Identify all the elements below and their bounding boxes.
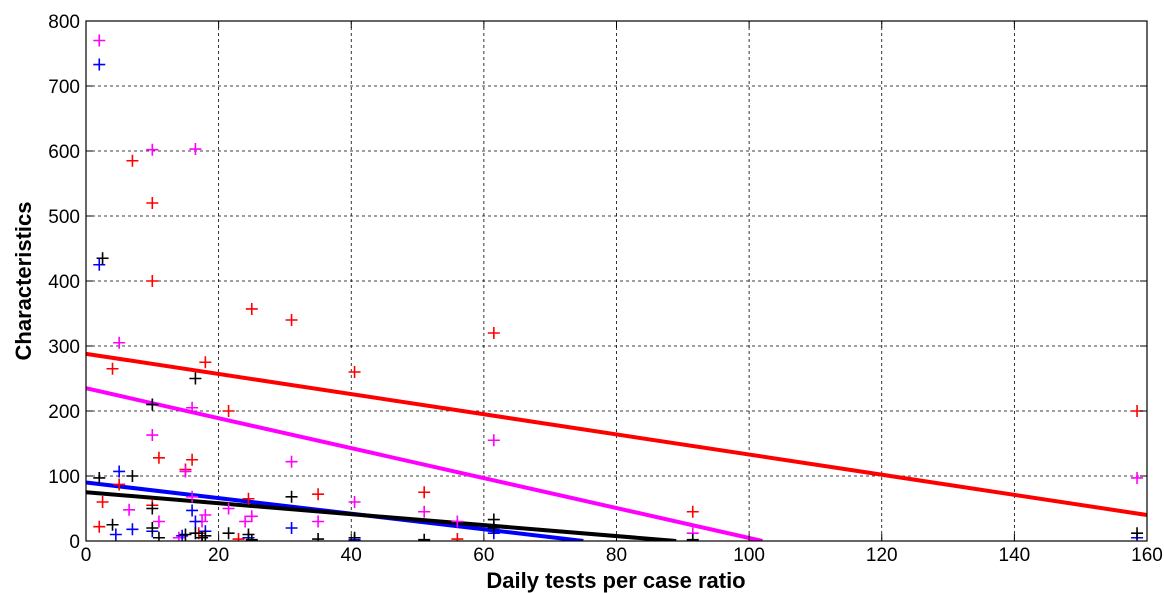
data-point <box>96 252 109 265</box>
data-point <box>285 490 298 503</box>
data-point <box>106 518 119 531</box>
data-point <box>487 434 500 447</box>
x-axis-label: Daily tests per case ratio <box>486 568 745 593</box>
axis-ticks: 0 20 40 60 80 100 120 140 160 0 100 200 300 400 500 600… <box>48 12 1163 566</box>
x-tick-label: 40 <box>341 545 362 566</box>
data-point <box>348 496 361 508</box>
data-point <box>418 533 431 541</box>
data-point <box>487 522 500 534</box>
trend-line <box>86 351 1147 517</box>
data-point <box>152 531 165 541</box>
data-point <box>186 490 199 503</box>
data-point <box>93 471 106 484</box>
y-tick-label: 700 <box>48 77 80 98</box>
data-point <box>239 515 252 528</box>
trend-line <box>86 490 677 541</box>
data-point <box>106 362 119 375</box>
y-tick-label: 800 <box>48 12 80 33</box>
x-tick-label: 100 <box>733 545 765 566</box>
x-tick-label: 60 <box>473 545 494 566</box>
data-point <box>199 509 212 521</box>
data-point <box>189 372 202 385</box>
data-point <box>126 470 139 482</box>
data-point <box>152 515 165 528</box>
data-point <box>487 327 500 339</box>
data-point <box>146 522 159 534</box>
y-tick-label: 200 <box>48 402 80 423</box>
data-point <box>93 34 106 47</box>
data-point <box>686 505 699 518</box>
trend-lines <box>86 351 1147 541</box>
data-point <box>451 533 464 541</box>
data-point <box>186 453 199 466</box>
data-point <box>189 143 202 156</box>
data-point <box>418 505 431 518</box>
y-axis-label: Characteristics <box>11 202 36 361</box>
data-point <box>199 529 212 541</box>
data-point <box>232 533 245 541</box>
data-point <box>146 275 159 287</box>
data-point <box>189 515 202 528</box>
data-point <box>285 314 298 326</box>
data-point <box>93 258 106 271</box>
data-point <box>113 478 126 491</box>
data-point <box>146 502 159 515</box>
x-tick-label: 80 <box>606 545 627 566</box>
data-point <box>126 154 139 167</box>
data-point <box>96 496 109 508</box>
data-point <box>312 533 325 541</box>
data-point <box>179 528 192 541</box>
y-tick-label: 600 <box>48 142 80 163</box>
trend-line <box>86 386 763 541</box>
data-point <box>285 455 298 468</box>
data-point <box>109 528 122 541</box>
data-point <box>189 527 202 540</box>
data-point <box>186 401 199 414</box>
data-point <box>1131 471 1144 484</box>
x-tick-label: 140 <box>999 545 1031 566</box>
y-tick-label: 300 <box>48 337 80 358</box>
data-point <box>242 492 255 505</box>
data-point <box>222 405 235 417</box>
data-point <box>1131 527 1144 540</box>
data-points <box>93 34 1144 541</box>
data-point <box>222 502 235 515</box>
data-point <box>312 515 325 528</box>
y-tick-label: 100 <box>48 467 80 488</box>
data-point <box>126 523 139 536</box>
data-point <box>222 527 235 540</box>
data-point <box>146 429 159 442</box>
data-point <box>93 520 106 533</box>
data-point <box>245 533 258 541</box>
data-point <box>312 488 325 501</box>
data-point <box>179 465 192 478</box>
data-point <box>686 533 699 541</box>
data-point <box>113 336 126 349</box>
data-point <box>93 58 106 71</box>
data-point <box>146 398 159 411</box>
x-tick-label: 120 <box>866 545 898 566</box>
data-point <box>113 465 126 478</box>
data-point <box>418 486 431 499</box>
grid-lines <box>86 21 1147 541</box>
data-point <box>186 504 199 517</box>
data-point <box>348 531 361 541</box>
data-point <box>146 143 159 156</box>
data-point <box>285 522 298 534</box>
data-point <box>245 302 258 315</box>
y-tick-label: 500 <box>48 207 80 228</box>
y-tick-label: 0 <box>69 532 80 553</box>
data-point <box>199 356 212 369</box>
data-point <box>152 451 165 464</box>
data-point <box>146 197 159 209</box>
data-point <box>245 510 258 523</box>
data-point <box>348 366 361 378</box>
x-tick-label: 0 <box>81 545 92 566</box>
data-point <box>451 515 464 528</box>
data-point <box>123 503 136 516</box>
x-tick-label: 160 <box>1131 545 1163 566</box>
x-tick-label: 20 <box>208 545 229 566</box>
y-tick-label: 400 <box>48 272 80 293</box>
